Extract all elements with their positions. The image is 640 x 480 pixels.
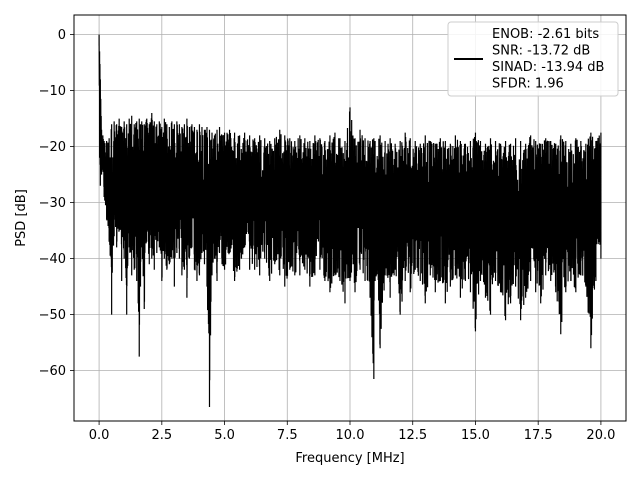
x-tick-label: 0.0 [89,428,110,443]
legend-label: ENOB: -2.61 bits SNR: -13.72 dB SINAD: -13… [492,27,604,92]
legend-box [447,21,619,97]
x-tick-label: 10.0 [336,428,365,443]
y-tick-label: −50 [39,308,66,323]
y-tick-label: −30 [39,196,66,211]
x-axis-label: Frequency [MHz] [295,451,404,466]
legend-label-line: SINAD: -13.94 dB [492,60,604,75]
legend: ENOB: -2.61 bits SNR: -13.72 dB SINAD: -13… [447,21,619,97]
psd-series-line [98,34,602,407]
x-tick-label: 15.0 [461,428,490,443]
x-tick-label: 5.0 [214,428,235,443]
y-tick-label: −60 [39,364,66,379]
legend-label-line: SNR: -13.72 dB [492,44,590,59]
x-tick-label: 7.5 [277,428,298,443]
y-tick-label: −40 [39,252,66,267]
y-axis-label: PSD [dB] [14,189,29,247]
x-tick-label: 20.0 [586,428,615,443]
y-tick-label: −10 [39,84,66,99]
x-tick-label: 2.5 [151,428,172,443]
y-tick-label: 0 [58,28,66,43]
y-tick-label: −20 [39,140,66,155]
legend-label-line: SFDR: 1.96 [492,77,564,92]
plot-area [98,34,602,407]
x-tick-label: 12.5 [398,428,427,443]
y-axis: 0 −10 −20 −30 −40 −50 −60 [39,28,74,379]
x-axis: 0.0 2.5 5.0 7.5 10.0 12.5 15.0 17.5 20.0 [89,421,615,443]
x-tick-label: 17.5 [524,428,553,443]
legend-label-line: ENOB: -2.61 bits [492,27,599,42]
